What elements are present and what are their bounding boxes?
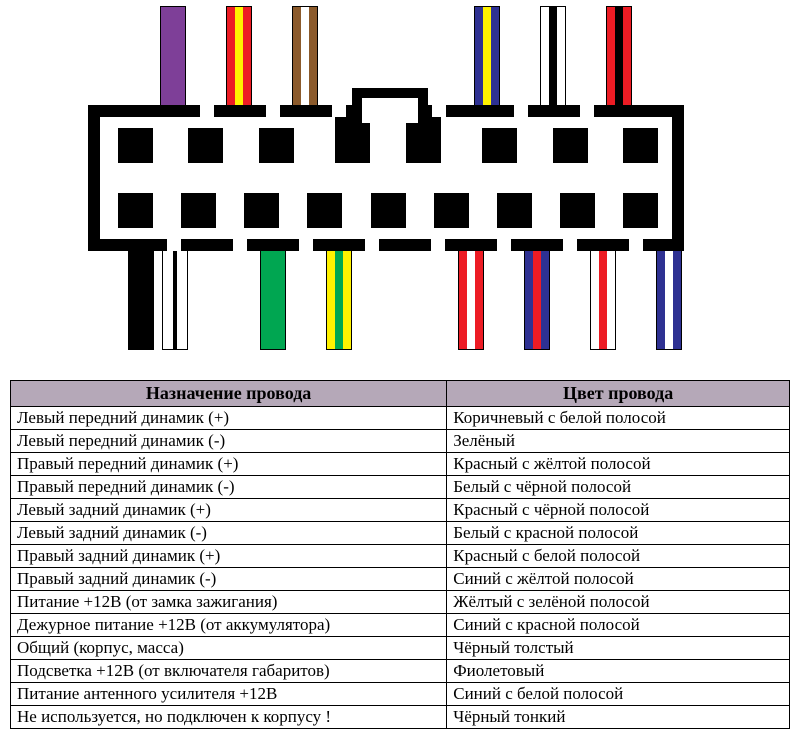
- table-row: Дежурное питание +12В (от аккумулятора)С…: [11, 614, 790, 637]
- table-cell: Питание +12В (от замка зажигания): [11, 591, 447, 614]
- pin: [553, 128, 588, 163]
- table-row: Подсветка +12В (от включателя габаритов)…: [11, 660, 790, 683]
- table-cell: Синий с красной полосой: [447, 614, 790, 637]
- table: Назначение провода Цвет провода Левый пе…: [10, 380, 790, 729]
- wire-black-thick: [128, 250, 154, 350]
- table-cell: Синий с жёлтой полосой: [447, 568, 790, 591]
- wire-red-white: [458, 250, 484, 350]
- table-cell: Чёрный тонкий: [447, 706, 790, 729]
- table-cell: Левый передний динамик (-): [11, 430, 447, 453]
- wire-black-thin: [162, 250, 188, 350]
- pin: [371, 193, 406, 228]
- pin: [560, 193, 595, 228]
- pin: [188, 128, 223, 163]
- table-row: Питание +12В (от замка зажигания)Жёлтый …: [11, 591, 790, 614]
- table-cell: Красный с белой полосой: [447, 545, 790, 568]
- table-row: Левый передний динамик (+)Коричневый с б…: [11, 407, 790, 430]
- table-cell: Дежурное питание +12В (от аккумулятора): [11, 614, 447, 637]
- table-row: Не используется, но подключен к корпусу …: [11, 706, 790, 729]
- wire-white-black: [540, 6, 566, 106]
- pin: [623, 193, 658, 228]
- table-row: Левый задний динамик (+)Красный с чёрной…: [11, 499, 790, 522]
- table-cell: Левый передний динамик (+): [11, 407, 447, 430]
- table-cell: Общий (корпус, масса): [11, 637, 447, 660]
- pin: [118, 193, 153, 228]
- header-color: Цвет провода: [447, 381, 790, 407]
- header-purpose: Назначение провода: [11, 381, 447, 407]
- pin: [623, 128, 658, 163]
- table-cell: Левый задний динамик (+): [11, 499, 447, 522]
- table-body: Левый передний динамик (+)Коричневый с б…: [11, 407, 790, 729]
- wire-blue-yellow: [474, 6, 500, 106]
- pin: [181, 193, 216, 228]
- connector-diagram: [0, 0, 800, 370]
- table-cell: Правый задний динамик (-): [11, 568, 447, 591]
- wire-blue-white: [656, 250, 682, 350]
- wire-yellow-green: [326, 250, 352, 350]
- table-cell: Подсветка +12В (от включателя габаритов): [11, 660, 447, 683]
- table-cell: Фиолетовый: [447, 660, 790, 683]
- table-cell: Красный с чёрной полосой: [447, 499, 790, 522]
- table-cell: Правый передний динамик (+): [11, 453, 447, 476]
- table-cell: Зелёный: [447, 430, 790, 453]
- table-row: Правый передний динамик (-)Белый с чёрно…: [11, 476, 790, 499]
- table-cell: Не используется, но подключен к корпусу …: [11, 706, 447, 729]
- table-cell: Питание антенного усилителя +12В: [11, 683, 447, 706]
- pin: [497, 193, 532, 228]
- table-cell: Правый передний динамик (-): [11, 476, 447, 499]
- pin: [307, 193, 342, 228]
- table-cell: Белый с красной полосой: [447, 522, 790, 545]
- table-row: Правый задний динамик (+)Красный с белой…: [11, 545, 790, 568]
- table-row: Правый передний динамик (+)Красный с жёл…: [11, 453, 790, 476]
- pin: [259, 128, 294, 163]
- wire-blue-red: [524, 250, 550, 350]
- table-cell: Синий с белой полосой: [447, 683, 790, 706]
- pin: [118, 128, 153, 163]
- table-row: Левый задний динамик (-)Белый с красной …: [11, 522, 790, 545]
- wire-red-black: [606, 6, 632, 106]
- table-row: Правый задний динамик (-)Синий с жёлтой …: [11, 568, 790, 591]
- table-row: Питание антенного усилителя +12ВСиний с …: [11, 683, 790, 706]
- wire-brown-white: [292, 6, 318, 106]
- table-cell: Левый задний динамик (-): [11, 522, 447, 545]
- table-row: Общий (корпус, масса)Чёрный толстый: [11, 637, 790, 660]
- pin: [434, 193, 469, 228]
- pin-row-bottom: [118, 193, 658, 228]
- table-cell: Чёрный толстый: [447, 637, 790, 660]
- wire-violet: [160, 6, 186, 106]
- table-cell: Жёлтый с зелёной полосой: [447, 591, 790, 614]
- connector-body: [88, 105, 684, 251]
- table-cell: Правый задний динамик (+): [11, 545, 447, 568]
- table-row: Левый передний динамик (-)Зелёный: [11, 430, 790, 453]
- table-cell: Красный с жёлтой полосой: [447, 453, 790, 476]
- table-cell: Коричневый с белой полосой: [447, 407, 790, 430]
- pin: [244, 193, 279, 228]
- wire-green: [260, 250, 286, 350]
- wire-white-red: [590, 250, 616, 350]
- pin-row-top: [118, 128, 658, 163]
- wiring-table: Назначение провода Цвет провода Левый пе…: [10, 380, 790, 729]
- pin: [482, 128, 517, 163]
- table-cell: Белый с чёрной полосой: [447, 476, 790, 499]
- wire-red-yellow: [226, 6, 252, 106]
